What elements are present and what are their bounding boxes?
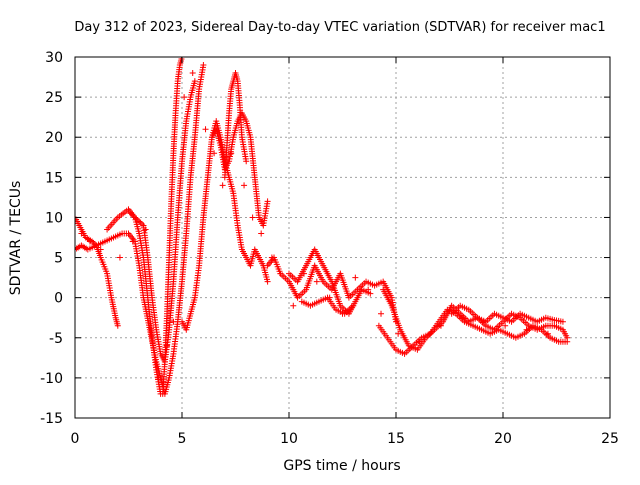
y-tick-label: -15 <box>40 411 63 427</box>
x-tick-label: 15 <box>387 431 405 447</box>
x-tick-label: 10 <box>280 431 298 447</box>
y-tick-label: -10 <box>40 371 63 387</box>
x-axis-label: GPS time / hours <box>283 458 400 474</box>
sdtvar-chart: Day 312 of 2023, Sidereal Day-to-day VTE… <box>0 0 640 480</box>
x-tick-label: 25 <box>601 431 619 447</box>
x-tick-label: 5 <box>178 431 187 447</box>
y-tick-label: 20 <box>45 130 63 146</box>
y-tick-label: 0 <box>54 291 63 307</box>
y-tick-label: 30 <box>45 50 63 66</box>
y-tick-label: 25 <box>45 90 63 106</box>
y-tick-label: -5 <box>49 331 63 347</box>
chart-background <box>0 0 640 480</box>
y-tick-label: 10 <box>45 210 63 226</box>
x-tick-label: 20 <box>494 431 512 447</box>
y-tick-label: 15 <box>45 170 63 186</box>
y-axis-label: SDTVAR / TECUs <box>8 181 24 296</box>
x-tick-label: 0 <box>71 431 80 447</box>
chart-container: Day 312 of 2023, Sidereal Day-to-day VTE… <box>0 0 640 480</box>
chart-title: Day 312 of 2023, Sidereal Day-to-day VTE… <box>74 20 605 35</box>
y-tick-label: 5 <box>54 251 63 267</box>
